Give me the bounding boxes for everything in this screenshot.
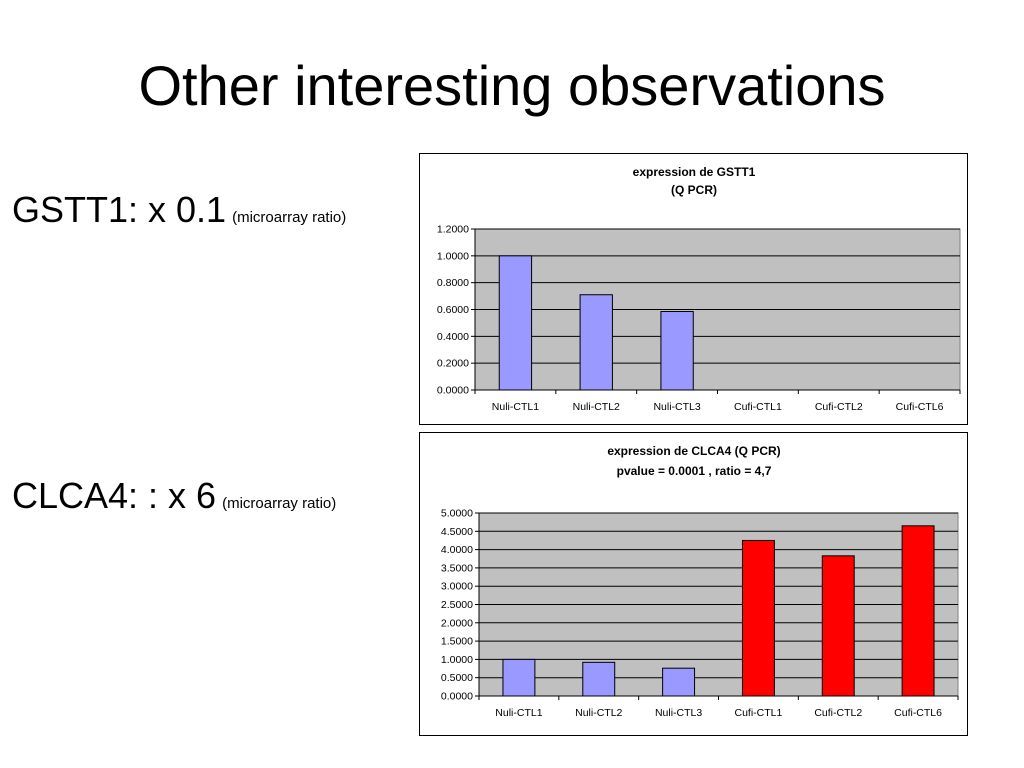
gstt1-note: (microarray ratio) (232, 209, 347, 226)
gstt1-bar-nuli-ctl1 (498, 255, 533, 391)
clca4-y-tick-label: 0.5000 (441, 672, 473, 684)
gstt1-y-tick-label: 0.2000 (437, 358, 469, 370)
clca4-y-tick-label: 1.0000 (441, 654, 473, 666)
gstt1-y-tick-label: 1.2000 (437, 224, 469, 236)
gstt1-chart-title: expression de GSTT1 (633, 165, 756, 179)
clca4-y-tick-label: 0.0000 (441, 691, 473, 703)
gstt1-x-tick-label: Cufi-CTL2 (815, 401, 863, 413)
gstt1-bar-nuli-ctl2 (579, 294, 613, 391)
clca4-bar-cufi-ctl6 (901, 525, 935, 697)
clca4-y-tick-label: 3.0000 (441, 581, 473, 593)
gstt1-y-tick-label: 1.0000 (437, 250, 469, 262)
clca4-chart-subtitle: pvalue = 0.0001 , ratio = 4,7 (617, 464, 772, 478)
clca4-y-tick-label: 3.5000 (441, 562, 473, 574)
gstt1-x-tick-label: Cufi-CTL6 (896, 401, 944, 413)
clca4-x-tick-label: Cufi-CTL2 (814, 707, 862, 719)
clca4-note: (microarray ratio) (222, 495, 337, 512)
clca4-x-tick-label: Nuli-CTL3 (655, 707, 702, 719)
clca4-bar-cufi-ctl1 (741, 539, 775, 697)
gstt1-chart-subtitle: (Q PCR) (671, 183, 717, 197)
clca4-fold-change-label: CLCA4: : x 6 (12, 475, 217, 516)
clca4-y-tick-label: 2.5000 (441, 599, 473, 611)
gstt1-y-tick-label: 0.4000 (437, 331, 469, 343)
clca4-y-tick-label: 2.0000 (441, 617, 473, 629)
gstt1-fold-change-label: GSTT1: x 0.1 (12, 189, 227, 230)
clca4-bar-nuli-ctl2 (582, 661, 616, 697)
clca4-y-tick-label: 5.0000 (441, 508, 473, 520)
clca4-x-tick-label: Nuli-CTL2 (575, 707, 622, 719)
clca4-bar-cufi-ctl2 (821, 555, 855, 697)
gstt1-chart-svg: expression de GSTT1 (Q PCR) 0.0000 0.2000… (437, 165, 961, 413)
clca4-chart-title: expression de CLCA4 (Q PCR) (607, 444, 780, 458)
clca4-bar-nuli-ctl3 (662, 667, 696, 697)
clca4-y-tick-label: 4.5000 (441, 526, 473, 538)
clca4-bar-nuli-ctl1 (502, 658, 536, 697)
gstt1-x-tick-label: Cufi-CTL1 (734, 401, 782, 413)
gstt1-y-tick-label: 0.8000 (437, 277, 469, 289)
clca4-chart-svg: expression de CLCA4 (Q PCR) pvalue = 0.0… (441, 444, 959, 719)
clca4-observation: CLCA4: : x 6 (microarray ratio) (12, 478, 336, 514)
slide-title: Other interesting observations (138, 54, 886, 117)
clca4-y-tick-label: 1.5000 (441, 636, 473, 648)
gstt1-observation: GSTT1: x 0.1 (microarray ratio) (12, 192, 346, 228)
gstt1-chart: expression de GSTT1 (Q PCR) 0.0000 0.2000… (419, 153, 968, 425)
clca4-x-tick-label: Cufi-CTL6 (894, 707, 942, 719)
gstt1-x-tick-label: Nuli-CTL2 (573, 401, 620, 413)
gstt1-y-tick-label: 0.6000 (437, 304, 469, 316)
clca4-chart: expression de CLCA4 (Q PCR) pvalue = 0.0… (419, 432, 968, 736)
gstt1-y-tick-label: 0.0000 (437, 385, 469, 397)
gstt1-x-tick-label: Nuli-CTL1 (492, 401, 539, 413)
clca4-x-tick-label: Nuli-CTL1 (495, 707, 542, 719)
clca4-x-tick-label: Cufi-CTL1 (734, 707, 782, 719)
clca4-y-tick-label: 4.0000 (441, 544, 473, 556)
gstt1-bar-nuli-ctl3 (660, 311, 694, 391)
gstt1-x-tick-label: Nuli-CTL3 (653, 401, 700, 413)
